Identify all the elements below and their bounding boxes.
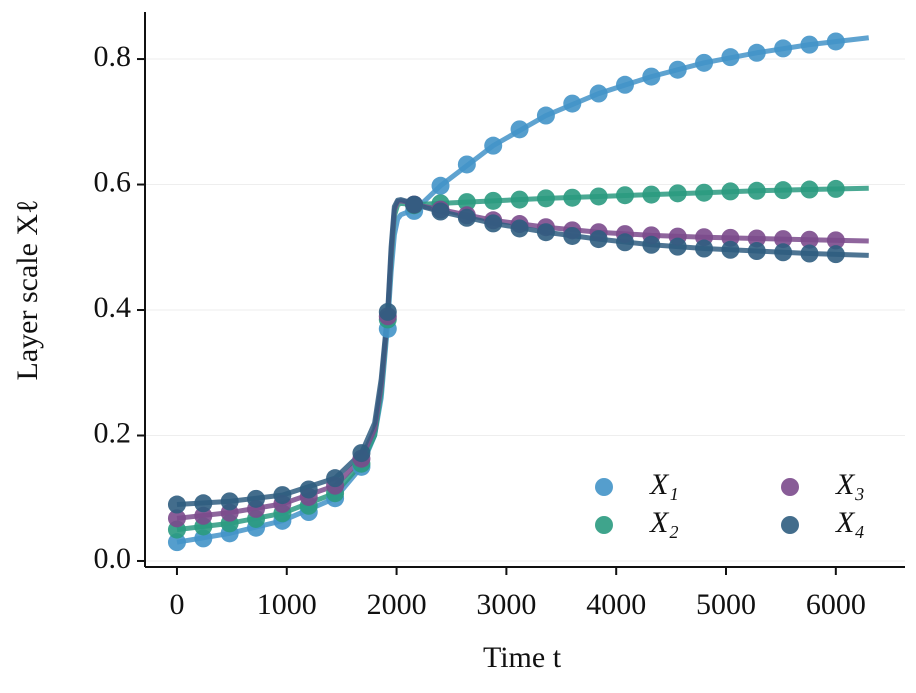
- marker: [668, 60, 687, 79]
- marker: [536, 189, 555, 208]
- marker: [642, 67, 661, 86]
- marker: [774, 243, 793, 262]
- marker: [167, 533, 186, 552]
- marker: [615, 75, 634, 94]
- x-axis-label: Time t: [483, 641, 562, 674]
- legend-marker: [595, 478, 613, 496]
- marker: [167, 495, 186, 514]
- marker: [747, 229, 766, 248]
- marker: [826, 231, 845, 250]
- marker: [194, 506, 213, 525]
- marker: [668, 237, 687, 256]
- marker: [589, 230, 608, 249]
- marker: [405, 195, 424, 214]
- marker: [563, 188, 582, 207]
- marker: [826, 245, 845, 264]
- marker: [273, 486, 292, 505]
- legend-label: X₁: [649, 468, 679, 501]
- marker: [352, 444, 371, 463]
- marker: [457, 193, 476, 212]
- y-axis-label: Layer scale Xℓ: [11, 200, 44, 381]
- marker: [774, 39, 793, 58]
- marker: [800, 180, 819, 199]
- marker: [826, 32, 845, 51]
- marker: [510, 120, 529, 139]
- marker: [484, 214, 503, 233]
- marker: [536, 106, 555, 125]
- marker: [431, 176, 450, 195]
- curve: [176, 35, 870, 545]
- x-tick-label: 6000: [806, 588, 866, 621]
- legend-marker: [595, 516, 613, 534]
- marker: [774, 230, 793, 249]
- marker: [536, 223, 555, 242]
- marker: [484, 191, 503, 210]
- y-tick-label: 0.0: [94, 542, 132, 575]
- legend-label: X₃: [835, 468, 865, 501]
- marker: [220, 492, 239, 511]
- marker: [642, 185, 661, 204]
- marker: [589, 187, 608, 206]
- marker: [247, 489, 266, 508]
- legend-label: X₄: [835, 506, 865, 539]
- x-tick-label: 0: [169, 588, 184, 621]
- marker: [510, 190, 529, 209]
- y-tick-label: 0.6: [94, 165, 132, 198]
- marker: [615, 186, 634, 205]
- marker: [800, 230, 819, 249]
- marker: [826, 179, 845, 198]
- marker: [378, 302, 397, 321]
- marker: [563, 226, 582, 245]
- marker: [695, 53, 714, 72]
- legend-marker: [781, 516, 799, 534]
- x-tick-label: 4000: [586, 588, 646, 621]
- marker: [299, 480, 318, 499]
- marker: [668, 184, 687, 203]
- marker: [484, 136, 503, 155]
- marker: [194, 494, 213, 513]
- marker: [457, 155, 476, 174]
- marker: [167, 509, 186, 528]
- marker: [721, 48, 740, 67]
- x-tick-label: 3000: [476, 588, 536, 621]
- marker: [747, 242, 766, 261]
- marker: [457, 208, 476, 227]
- curve: [176, 197, 869, 508]
- marker: [695, 183, 714, 202]
- legend-marker: [781, 478, 799, 496]
- x-tick-label: 5000: [696, 588, 756, 621]
- marker: [800, 244, 819, 263]
- marker: [642, 235, 661, 254]
- marker: [563, 94, 582, 113]
- marker: [747, 43, 766, 62]
- marker: [747, 181, 766, 200]
- marker: [721, 240, 740, 259]
- y-tick-label: 0.4: [94, 291, 132, 324]
- y-tick-label: 0.2: [94, 416, 132, 449]
- marker: [615, 233, 634, 252]
- marker: [695, 239, 714, 258]
- marker: [800, 35, 819, 54]
- marker: [589, 84, 608, 103]
- x-tick-label: 2000: [367, 588, 427, 621]
- x-tick-label: 1000: [257, 588, 317, 621]
- marker: [774, 181, 793, 200]
- marker: [326, 469, 345, 488]
- marker: [431, 202, 450, 221]
- marker: [510, 219, 529, 238]
- y-tick-label: 0.8: [94, 40, 132, 73]
- legend-label: X₂: [649, 506, 679, 539]
- marker: [721, 182, 740, 201]
